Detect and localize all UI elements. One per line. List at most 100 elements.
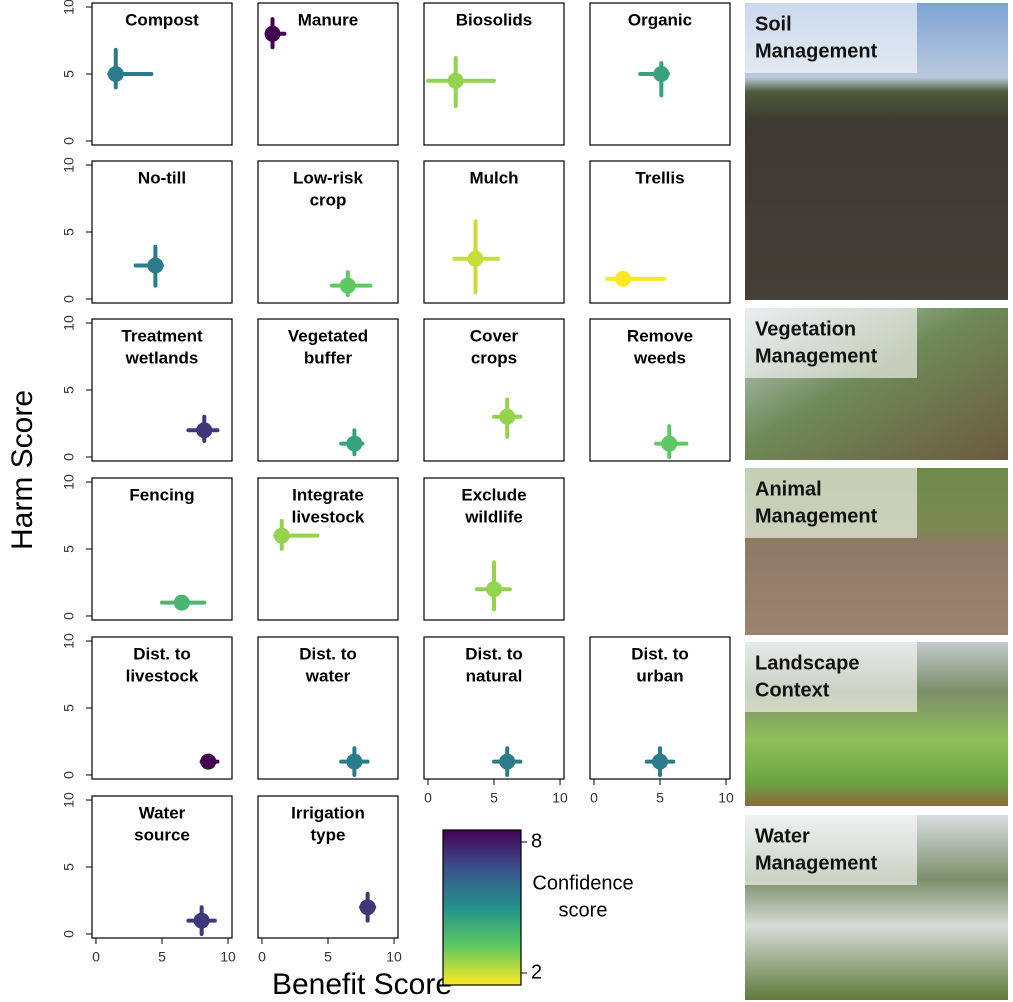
panel-frame [257,2,399,146]
panel-title: Dist. to [631,644,689,663]
section-label: Soil [755,13,792,35]
x-tick-label: 5 [324,949,332,965]
y-tick-label: 5 [61,863,77,871]
y-tick-label: 10 [61,0,77,15]
panel-title: Irrigation [291,803,365,822]
y-tick-label: 0 [61,930,77,938]
y-tick-label: 0 [61,453,77,461]
point [346,753,363,770]
panel-title: wildlife [464,507,523,526]
x-tick-label: 5 [158,949,166,965]
panel-title: Cover [470,326,519,345]
section-label-box [745,642,917,712]
section-label: Management [755,505,878,527]
point [339,277,356,294]
section-label-box [745,815,917,885]
panel-title: Water [139,803,186,822]
point [200,753,217,770]
panel-title: Dist. to [133,644,191,663]
x-tick-label: 10 [552,790,568,806]
panel-title: Dist. to [299,644,357,663]
point [264,25,281,42]
panel-frame [589,2,731,146]
point [193,912,210,929]
section-label: Management [755,40,878,62]
section-label: Management [755,345,878,367]
colorbar-label: score [559,899,608,921]
panel-frame [257,477,399,621]
panel-frame [257,160,399,304]
x-tick-label: 10 [386,949,402,965]
panel-title: Organic [628,10,692,29]
point [196,422,213,439]
section-label: Water [755,825,810,847]
panel-title: urban [636,666,683,685]
x-axis-label: Benefit Score [272,968,452,1001]
panel-frame [423,318,565,462]
panel-title: livestock [126,666,199,685]
point [467,250,484,267]
point [499,408,516,425]
colorbar-label: Confidence [532,872,633,894]
x-tick-label: 5 [490,790,498,806]
panel-title: Manure [298,10,358,29]
panel-title: Fencing [129,485,194,504]
point [499,753,516,770]
panel-title: weeds [633,348,686,367]
point [346,435,363,452]
point [173,594,190,611]
panel-title: Low-risk [293,168,363,187]
panel-frame [423,2,565,146]
panel-frame [423,477,565,621]
point [359,899,376,916]
section-label: Context [755,679,830,701]
panel-title: livestock [292,507,365,526]
x-tick-label: 0 [92,949,100,965]
y-tick-label: 10 [61,315,77,331]
x-tick-label: 10 [718,790,734,806]
x-tick-label: 0 [258,949,266,965]
panel-title: Remove [627,326,693,345]
panel-title: Compost [125,10,199,29]
y-tick-label: 10 [61,474,77,490]
panel-frame [257,636,399,780]
point [447,72,464,89]
point [653,66,670,82]
point [661,435,678,452]
panel-title: Vegetated [288,326,368,345]
panel-title: Mulch [469,168,518,187]
panel-title: Exclude [461,485,526,504]
panel-title: Trellis [635,168,684,187]
panel-title: water [305,666,351,685]
colorbar [442,829,522,986]
section-label-box [745,3,917,73]
panel-title: source [134,825,190,844]
y-tick-label: 5 [61,704,77,712]
y-tick-label: 10 [61,157,77,173]
y-tick-label: 10 [61,792,77,808]
section-label: Animal [755,478,822,500]
panel-title: type [311,825,346,844]
section-label-box [745,468,917,538]
panel-title: Biosolids [456,10,533,29]
y-axis-label: Harm Score [6,390,39,550]
panel-title: natural [466,666,523,685]
section-label: Vegetation [755,318,856,340]
colorbar-tick-label: 2 [531,961,542,983]
panel-frame [589,160,731,304]
panel-frame [257,318,399,462]
section-label-box [745,308,917,378]
point [273,527,290,544]
y-tick-label: 0 [61,771,77,779]
x-tick-label: 5 [656,790,664,806]
x-tick-label: 10 [220,949,236,965]
point [147,257,164,274]
y-tick-label: 0 [61,612,77,620]
y-tick-label: 5 [61,228,77,236]
x-tick-label: 0 [590,790,598,806]
panel-title: Dist. to [465,644,523,663]
y-tick-label: 5 [61,70,77,78]
point [486,581,502,598]
colorbar-tick-label: 8 [531,830,542,852]
